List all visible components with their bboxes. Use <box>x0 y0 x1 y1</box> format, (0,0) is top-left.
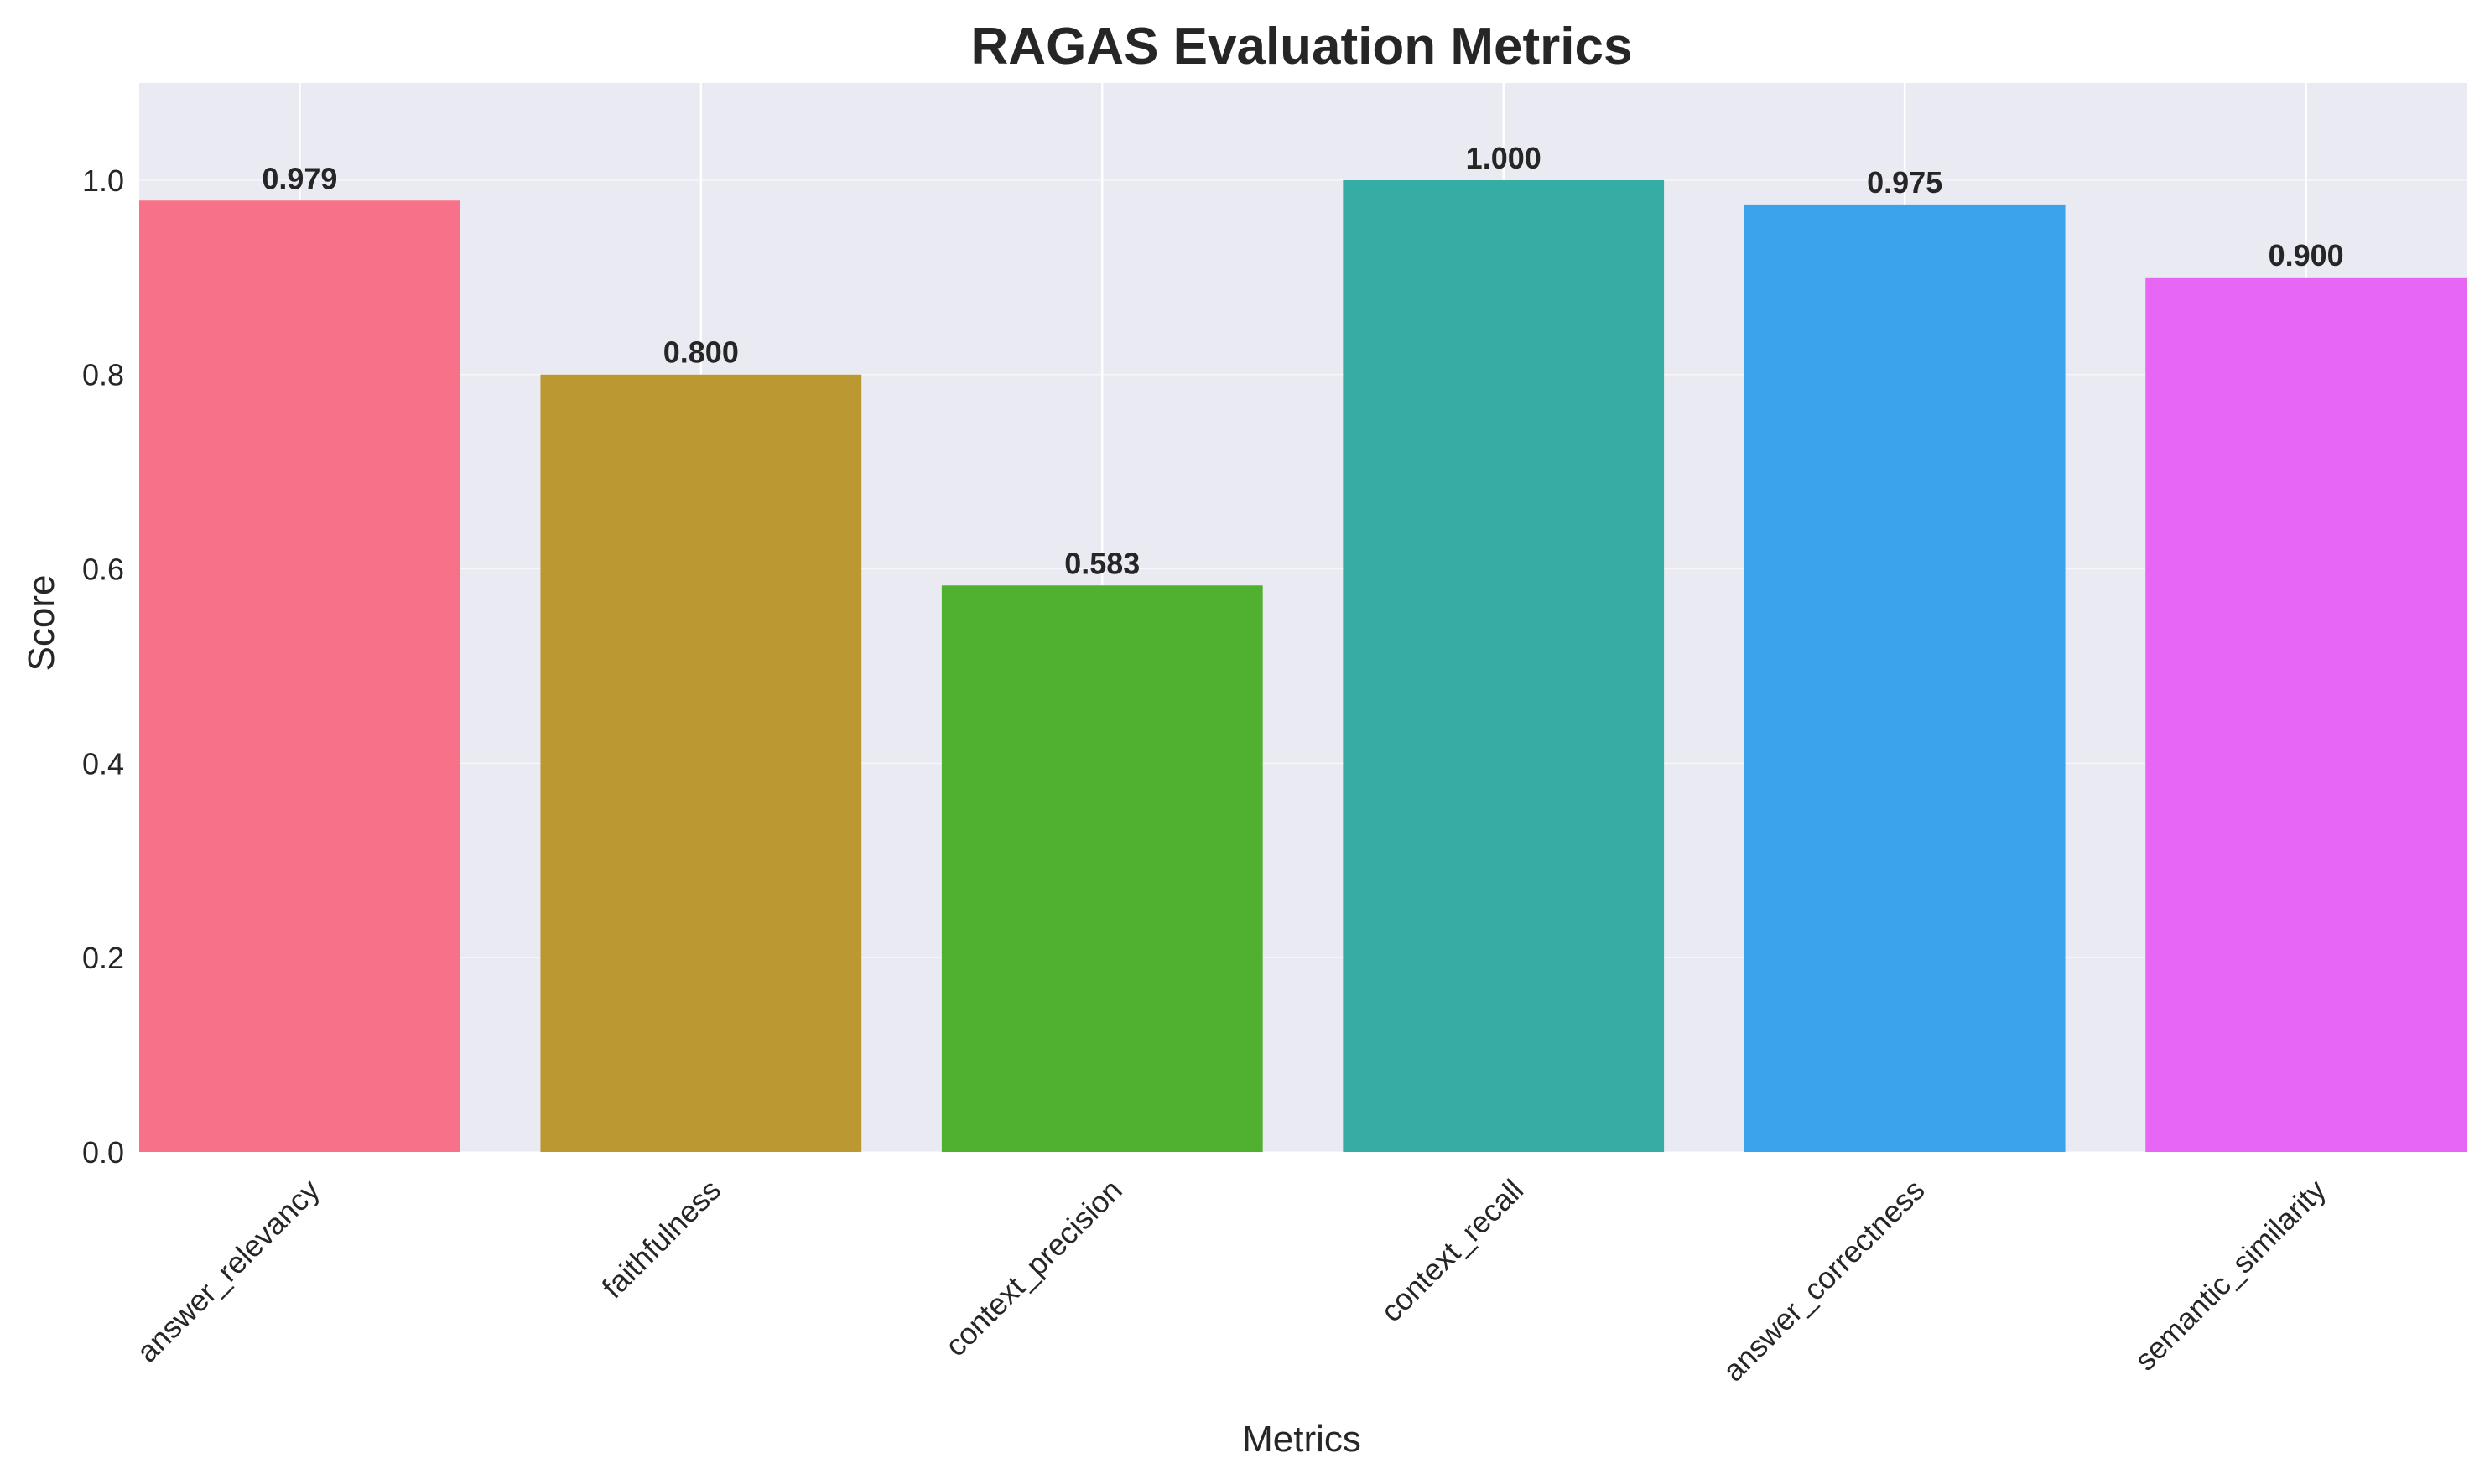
bar-context-precision <box>941 585 1263 1152</box>
bar-semantic-similarity <box>2145 277 2467 1153</box>
y-tick-label: 1.0 <box>82 163 124 198</box>
y-gridlines <box>139 179 2467 1153</box>
bar-answer-relevancy <box>139 200 460 1152</box>
y-axis-label: Score <box>21 575 62 672</box>
y-tick-label: 0.2 <box>82 941 124 975</box>
bar-value-label: 0.800 <box>663 335 739 370</box>
bar-value-label: 1.000 <box>1466 141 1541 175</box>
bar-value-label: 0.975 <box>1867 165 1942 200</box>
plot-area <box>139 83 2467 1152</box>
y-tick-label: 0.0 <box>82 1135 124 1170</box>
bar-value-label: 0.979 <box>262 161 337 195</box>
y-tick-label: 0.4 <box>82 746 124 781</box>
x-axis-label: Metrics <box>1242 1419 1361 1460</box>
bar-faithfulness <box>540 374 862 1152</box>
bar-answer-correctness <box>1744 204 2066 1153</box>
y-tick-label: 0.6 <box>82 553 124 587</box>
bar-context-recall <box>1343 179 1665 1153</box>
bar-value-label: 0.900 <box>2269 238 2344 272</box>
value-labels: 0.979 0.800 0.583 1.000 0.975 0.900 <box>262 141 2343 580</box>
chart-title: RAGAS Evaluation Metrics <box>971 18 1633 75</box>
y-tick-label: 0.8 <box>82 358 124 392</box>
bar-value-label: 0.583 <box>1064 546 1140 580</box>
bars <box>139 179 2467 1153</box>
y-tick-labels: 0.0 0.2 0.4 0.6 0.8 1.0 <box>82 163 124 1170</box>
